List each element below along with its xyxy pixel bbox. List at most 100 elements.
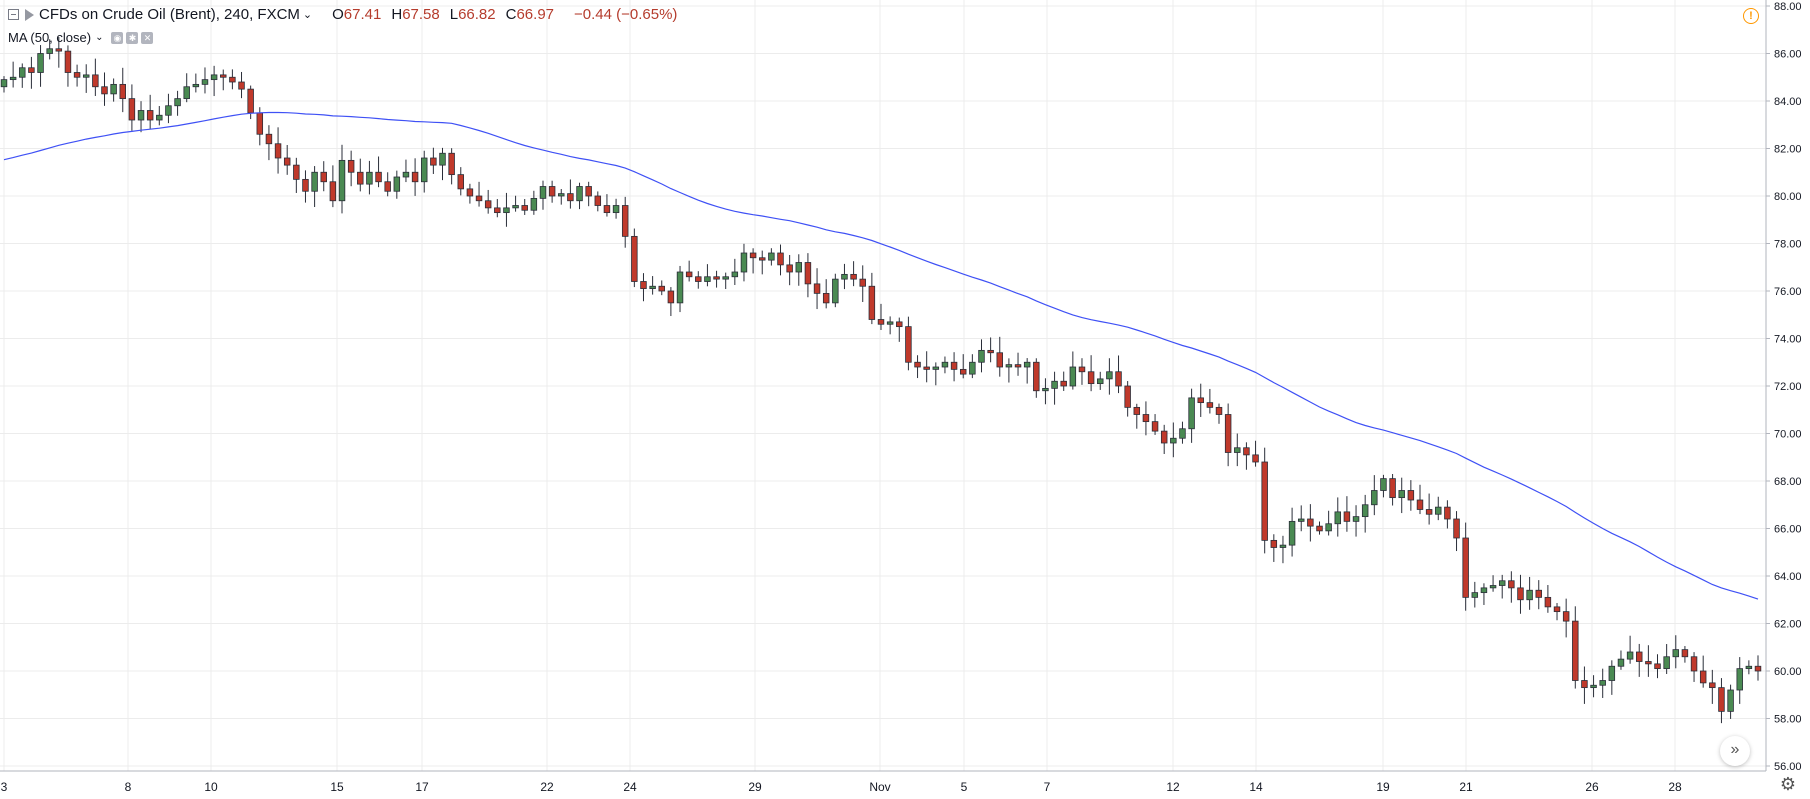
candle-down (1535, 589, 1542, 598)
candle-up (311, 171, 318, 192)
candle-down (923, 366, 930, 370)
time-tick-label: 26 (1585, 780, 1599, 794)
symbol-title[interactable]: CFDs on Crude Oil (Brent), 240, FXCM (39, 6, 300, 23)
candle-up (649, 285, 656, 290)
candle-up (932, 366, 940, 370)
candle-up (338, 159, 346, 202)
candle-down (101, 86, 108, 95)
low-label: L (449, 6, 459, 23)
settings-icon[interactable]: ✱ (126, 31, 139, 44)
candle-down (1133, 406, 1141, 415)
price-tick-label: 78.00 (1774, 239, 1802, 251)
candle-up (1106, 371, 1113, 380)
candle-down (1270, 539, 1278, 548)
candle-down (1581, 680, 1588, 689)
candle-down (631, 235, 638, 282)
candle-down (128, 98, 136, 121)
candle-down (302, 178, 309, 192)
candle-up (1435, 506, 1442, 515)
candle-up (402, 171, 410, 178)
candle-down (1654, 663, 1661, 670)
candle-up (1736, 668, 1743, 691)
time-tick-label: Nov (869, 780, 890, 794)
candle-down (238, 81, 245, 90)
time-tick-label: 21 (1459, 780, 1473, 794)
candle-up (165, 105, 172, 116)
price-tick-label: 84.00 (1774, 96, 1802, 108)
candle-up (1663, 656, 1670, 670)
candle-up (82, 74, 90, 78)
chevron-down-icon[interactable]: ⌄ (95, 32, 104, 43)
flag-icon[interactable] (25, 8, 34, 21)
candle-down (274, 143, 282, 159)
candle-up (530, 197, 538, 211)
candle-down (594, 195, 602, 206)
gear-icon[interactable]: ⚙ (1779, 774, 1797, 794)
indicator-legend: MA (50, close) ⌄ ◉ ✱ ✕ (8, 30, 156, 45)
candle-up (1288, 520, 1296, 546)
candle-up (886, 321, 894, 325)
candle-down (1206, 402, 1214, 408)
candle-up (612, 205, 620, 214)
price-tick-label: 76.00 (1774, 286, 1802, 298)
candle-down (914, 361, 921, 368)
candle-down (448, 152, 455, 176)
high-value: 67.58 (402, 6, 440, 23)
price-axis[interactable]: 56.00 58.00 60.00 62.00 64.00 66.00 68.00 70.00… (1766, 1, 1802, 773)
collapse-legend-icon[interactable] (8, 9, 19, 20)
candle-down (603, 205, 611, 214)
candle-down (1453, 518, 1460, 539)
candle-up (1352, 516, 1360, 522)
candle-down (1261, 461, 1268, 541)
ohlc-high: H67.58 (391, 6, 439, 23)
candle-up (1471, 592, 1479, 598)
candle-down (1462, 537, 1469, 598)
candle-up (439, 152, 446, 166)
candle-up (1023, 361, 1031, 368)
candle-up (832, 278, 839, 304)
candle-down (1407, 490, 1415, 501)
candle-up (841, 273, 848, 280)
candle-down (1718, 687, 1725, 712)
open-label: O (332, 6, 344, 23)
candle-up (1234, 447, 1241, 453)
candle-up (110, 83, 117, 95)
candle-down (786, 264, 793, 273)
candle-down (585, 186, 592, 197)
indicator-title[interactable]: MA (50, close) (8, 30, 92, 45)
candle-down (1115, 371, 1122, 387)
symbol-legend: CFDs on Crude Oil (Brent), 240, FXCM ⌄ O… (8, 6, 677, 23)
warning-icon[interactable]: ! (1743, 8, 1759, 24)
eye-icon[interactable]: ◉ (111, 31, 124, 44)
candle-up (1498, 580, 1506, 586)
candle-down (475, 195, 483, 202)
candle-down (695, 276, 702, 282)
candle-down (430, 157, 437, 166)
candle-down (640, 281, 647, 290)
candle-down (1197, 397, 1204, 404)
close-icon[interactable]: ✕ (141, 31, 154, 44)
candle-up (1170, 437, 1177, 444)
candle-down (1316, 525, 1323, 532)
candle-up (731, 271, 739, 278)
time-axis[interactable]: 3 8 10 15 17 22 24 29 Nov 5 7 12 14 19 21 26 28 (1, 780, 1682, 794)
low-value: 66.82 (458, 6, 496, 23)
candle-down (1562, 611, 1570, 622)
candle-up (1097, 378, 1104, 385)
candle-up (1380, 478, 1387, 491)
candle-down (1681, 649, 1689, 658)
close-value: 66.97 (516, 6, 555, 23)
time-tick-label: 19 (1376, 780, 1390, 794)
candle-down (777, 252, 784, 266)
candle-down (521, 205, 528, 211)
candle-up (676, 271, 684, 304)
scroll-to-end-icon[interactable]: » (1720, 736, 1750, 766)
candle-up (1042, 387, 1049, 392)
chevron-down-icon[interactable]: ⌄ (302, 9, 313, 21)
price-tick-label: 88.00 (1774, 1, 1802, 13)
candle-up (37, 53, 44, 73)
price-tick-label: 70.00 (1774, 429, 1802, 441)
candle-down (759, 257, 766, 261)
candle-down (1343, 511, 1351, 522)
